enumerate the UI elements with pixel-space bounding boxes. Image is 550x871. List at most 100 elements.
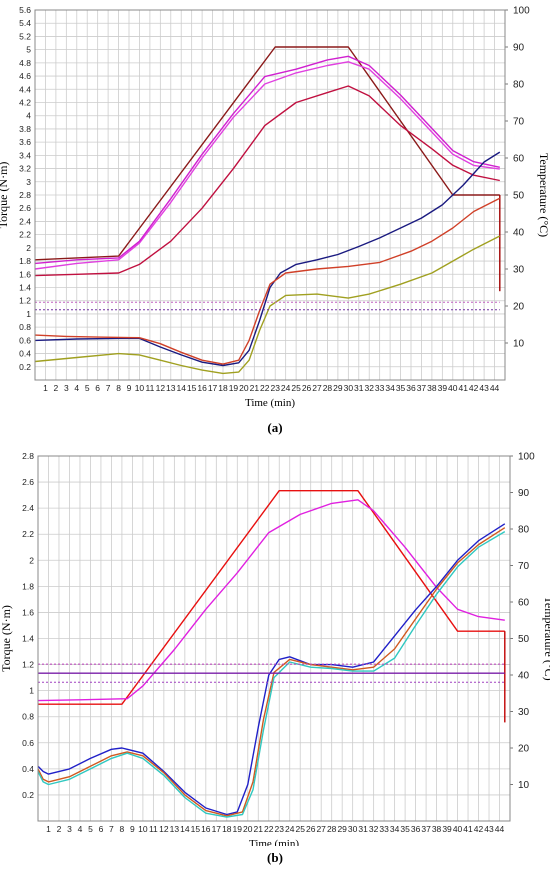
- chart-a-ytick-label-1.6: 1.6: [19, 269, 31, 279]
- chart-b-xtick-label-39: 39: [442, 824, 452, 834]
- chart-a-xtick-label-19: 19: [229, 383, 239, 393]
- chart-a-ytick-label-3.2: 3.2: [19, 164, 31, 174]
- chart-b-y-axis-title: Torque (N·m): [0, 605, 13, 672]
- chart-a-ytick-label-4.6: 4.6: [19, 71, 31, 81]
- chart-a-ytick-label-5.2: 5.2: [19, 31, 31, 41]
- chart-b-xtick-label-35: 35: [400, 824, 410, 834]
- chart-a-xtick-label-27: 27: [312, 383, 322, 393]
- chart-b-ytick-label-0.6: 0.6: [22, 738, 34, 748]
- chart-b-y2tick-label-60: 60: [518, 598, 530, 609]
- chart-a-xtick-label-41: 41: [458, 383, 468, 393]
- chart-a-xtick-label-26: 26: [302, 383, 312, 393]
- chart-a-y2tick-label-70: 70: [513, 117, 525, 128]
- chart-b-xtick-label-18: 18: [222, 824, 232, 834]
- chart-b-y2tick-label-10: 10: [518, 780, 530, 791]
- chart-b-xtick-label-41: 41: [463, 824, 473, 834]
- panel-label-b: (b): [0, 850, 550, 866]
- chart-a-ytick-label-5: 5: [26, 45, 31, 55]
- chart-a-xtick-label-7: 7: [106, 383, 111, 393]
- chart-b-x-axis-title: Time (min): [249, 838, 299, 846]
- chart-a-xtick-label-15: 15: [187, 383, 197, 393]
- chart-b-y2tick-label-20: 20: [518, 744, 530, 755]
- chart-a-ytick-label-3: 3: [26, 177, 31, 187]
- chart-b-xtick-label-29: 29: [337, 824, 347, 834]
- chart-a-ytick-label-2: 2: [26, 243, 31, 253]
- chart-b-xtick-label-1: 1: [46, 824, 51, 834]
- chart-a-xtick-label-30: 30: [344, 383, 354, 393]
- chart-a-y2tick-label-50: 50: [513, 191, 525, 202]
- chart-b-xtick-label-31: 31: [358, 824, 368, 834]
- chart-a-xtick-label-10: 10: [135, 383, 145, 393]
- chart-b-ytick-label-1: 1: [29, 686, 34, 696]
- chart-a-ytick-label-3.6: 3.6: [19, 137, 31, 147]
- chart-b-series-line-5: [37, 530, 506, 818]
- chart-b-xtick-label-36: 36: [411, 824, 421, 834]
- chart-b-xtick-label-16: 16: [201, 824, 211, 834]
- chart-b-ytick-label-1.6: 1.6: [22, 607, 34, 617]
- chart-b-y2-axis-title: Temperature (°C): [542, 596, 550, 680]
- chart-a-ytick-label-5.6: 5.6: [19, 5, 31, 15]
- chart-a-ytick-label-0.4: 0.4: [19, 349, 31, 359]
- chart-b-xtick-label-4: 4: [78, 824, 83, 834]
- chart-b-series-line-2: [37, 499, 505, 702]
- chart-b-series-line-3: [37, 523, 506, 816]
- chart-b-xtick-label-37: 37: [421, 824, 431, 834]
- chart-a-xtick-label-32: 32: [364, 383, 374, 393]
- chart-b-xtick-label-17: 17: [212, 824, 222, 834]
- chart-a-xtick-label-16: 16: [197, 383, 207, 393]
- chart-b: 1 2 3 4 5 6 7 8 9 10 11 12 13 14 15 16 17 18 19 20 21 22 23 24 2…: [0, 451, 550, 846]
- chart-b-xtick-label-2: 2: [57, 824, 62, 834]
- panel-label-b-text: (b): [267, 850, 283, 865]
- chart-a-xtick-label-44: 44: [490, 383, 500, 393]
- chart-a-xtick-label-35: 35: [396, 383, 406, 393]
- chart-b-ytick-label-2.6: 2.6: [22, 477, 34, 487]
- chart-a-xtick-label-5: 5: [85, 383, 90, 393]
- chart-a-y2tick-label-100: 100: [513, 6, 530, 17]
- chart-a-ytick-label-4.8: 4.8: [19, 58, 31, 68]
- chart-b-xtick-label-24: 24: [285, 824, 295, 834]
- chart-a-xtick-label-38: 38: [427, 383, 437, 393]
- chart-a-xtick-label-25: 25: [291, 383, 301, 393]
- chart-b-xtick-label-19: 19: [233, 824, 243, 834]
- chart-b-y2tick-label-80: 80: [518, 525, 530, 536]
- chart-a-xtick-label-12: 12: [156, 383, 166, 393]
- chart-a-ytick-label-2.8: 2.8: [19, 190, 31, 200]
- chart-a-y2tick-label-20: 20: [513, 302, 525, 313]
- chart-a-ytick-label-0.2: 0.2: [19, 362, 31, 372]
- chart-a-y2-axis-title: Temperature (°C): [537, 153, 550, 237]
- chart-a-series-line-6: [34, 197, 501, 365]
- chart-b-xtick-label-8: 8: [120, 824, 125, 834]
- chart-b-xtick-label-7: 7: [109, 824, 114, 834]
- chart-a-ytick-label-2.2: 2.2: [19, 230, 31, 240]
- chart-a-xtick-label-13: 13: [166, 383, 176, 393]
- chart-a-ytick-label-1.2: 1.2: [19, 296, 31, 306]
- chart-a-series-line-0: [34, 46, 500, 261]
- chart-b-xtick-label-28: 28: [327, 824, 337, 834]
- chart-b-ytick-label-1.4: 1.4: [22, 634, 34, 644]
- chart-b-xtick-label-22: 22: [264, 824, 274, 834]
- chart-b-xtick-label-33: 33: [379, 824, 389, 834]
- chart-b-xtick-label-3: 3: [67, 824, 72, 834]
- chart-a-y2tick-label-30: 30: [513, 265, 525, 276]
- chart-b-ytick-label-0.2: 0.2: [22, 790, 34, 800]
- chart-a-xtick-label-40: 40: [448, 383, 458, 393]
- chart-b-ytick-label-2.2: 2.2: [22, 529, 34, 539]
- chart-a-xtick-label-1: 1: [43, 383, 48, 393]
- chart-b-xtick-label-12: 12: [159, 824, 169, 834]
- chart-b-xtick-label-20: 20: [243, 824, 253, 834]
- chart-b-y2tick-label-40: 40: [518, 671, 530, 682]
- chart-a-y2tick-label-90: 90: [513, 43, 525, 54]
- chart-b-ytick-label-0.4: 0.4: [22, 764, 34, 774]
- chart-a-ytick-label-3.4: 3.4: [19, 150, 31, 160]
- chart-a-ytick-label-1.4: 1.4: [19, 283, 31, 293]
- chart-a-ytick-label-4: 4: [26, 111, 31, 121]
- chart-b-y2tick-label-70: 70: [518, 561, 530, 572]
- chart-a-xtick-label-22: 22: [260, 383, 270, 393]
- chart-a-y2tick-label-40: 40: [513, 228, 525, 239]
- chart-a-ytick-label-3.8: 3.8: [19, 124, 31, 134]
- chart-a-series-line-3: [34, 55, 500, 265]
- chart-b-xtick-label-43: 43: [484, 824, 494, 834]
- chart-a-ytick-label-5.4: 5.4: [19, 18, 31, 28]
- chart-a-ytick-label-2.6: 2.6: [19, 203, 31, 213]
- chart-a-xtick-label-3: 3: [64, 383, 69, 393]
